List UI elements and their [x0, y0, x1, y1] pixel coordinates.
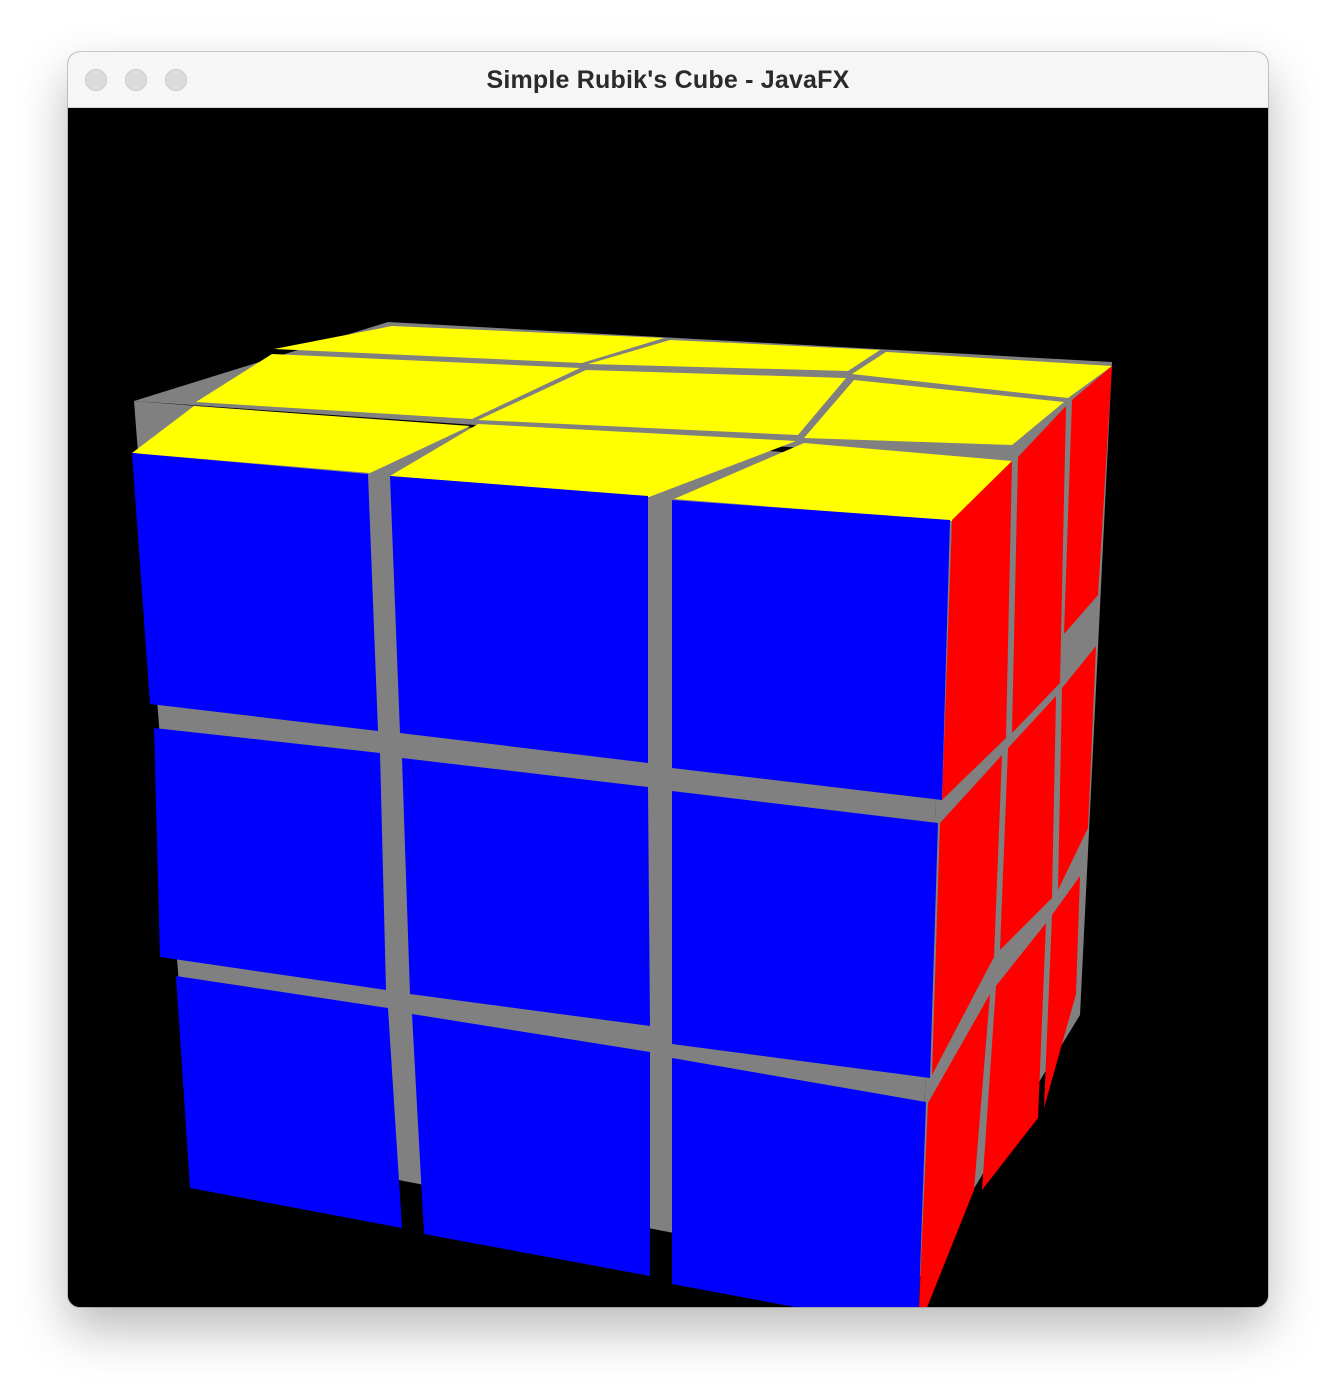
right-face — [919, 366, 1112, 1307]
right-sticker-1-2 — [1058, 646, 1096, 890]
top-sticker-0-0 — [274, 326, 664, 363]
right-sticker-2-0 — [919, 994, 990, 1307]
top-sticker-1-1 — [478, 370, 846, 435]
right-sticker-0-2 — [1064, 366, 1112, 634]
front-sticker-1-1 — [402, 758, 650, 1026]
title-bar[interactable]: Simple Rubik's Cube - JavaFX — [68, 52, 1268, 108]
top-sticker-2-0 — [132, 406, 470, 473]
3d-viewport[interactable] — [68, 108, 1268, 1307]
right-sticker-2-2 — [1044, 876, 1080, 1108]
front-sticker-1-2 — [672, 791, 938, 1078]
top-sticker-0-1 — [588, 340, 880, 371]
front-sticker-2-0 — [176, 976, 402, 1228]
front-sticker-2-1 — [412, 1014, 650, 1276]
front-sticker-0-2 — [672, 500, 950, 800]
top-sticker-1-2 — [804, 380, 1064, 445]
minimize-button[interactable] — [125, 69, 147, 91]
top-sticker-1-0 — [196, 354, 580, 419]
front-face — [132, 453, 950, 1307]
right-sticker-0-1 — [1012, 406, 1066, 733]
top-sticker-2-1 — [390, 424, 796, 497]
right-sticker-2-1 — [982, 923, 1046, 1190]
rubiks-cube-render[interactable] — [68, 108, 1268, 1307]
window-title: Simple Rubik's Cube - JavaFX — [486, 66, 850, 94]
close-button[interactable] — [85, 69, 107, 91]
app-window: Simple Rubik's Cube - JavaFX — [68, 52, 1268, 1307]
zoom-button[interactable] — [165, 69, 187, 91]
top-sticker-2-2 — [674, 443, 1012, 521]
front-sticker-0-0 — [132, 453, 378, 731]
top-sticker-0-2 — [852, 352, 1112, 398]
right-sticker-1-1 — [1000, 696, 1056, 950]
right-sticker-0-0 — [942, 461, 1012, 800]
right-sticker-1-0 — [932, 755, 1002, 1075]
front-sticker-0-1 — [390, 476, 648, 763]
top-face — [132, 326, 1112, 521]
front-sticker-1-0 — [154, 728, 386, 990]
front-sticker-2-2 — [672, 1058, 926, 1307]
